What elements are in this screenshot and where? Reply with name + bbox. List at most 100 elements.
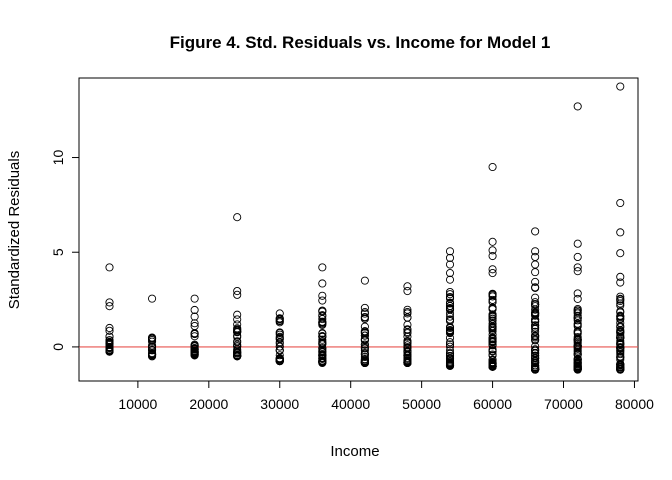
data-point	[403, 305, 412, 314]
data-point	[233, 326, 242, 335]
data-point	[360, 335, 369, 344]
data-point	[488, 162, 497, 172]
data-point	[360, 350, 369, 359]
data-point	[573, 102, 582, 111]
data-point	[616, 299, 625, 308]
data-point	[531, 227, 540, 236]
data-point	[573, 365, 582, 374]
data-point	[403, 282, 412, 291]
data-point	[403, 339, 412, 348]
data-point	[488, 346, 497, 355]
data-point	[275, 346, 284, 355]
data-point	[445, 287, 455, 297]
data-point	[573, 339, 582, 348]
data-point	[190, 322, 199, 331]
data-point	[531, 277, 540, 286]
data-point	[573, 294, 582, 303]
data-point	[360, 309, 369, 318]
data-point	[531, 321, 540, 330]
data-point	[573, 322, 582, 331]
data-point	[616, 228, 625, 237]
data-point	[531, 283, 540, 292]
data-point	[531, 336, 540, 345]
data-point	[531, 309, 540, 318]
x-tick-label: 70000	[544, 396, 583, 412]
data-point	[531, 268, 540, 277]
data-point	[616, 314, 625, 323]
data-point	[616, 82, 625, 91]
data-point	[616, 272, 625, 281]
data-point	[616, 323, 625, 332]
data-point	[488, 303, 497, 312]
data-point	[318, 319, 327, 328]
data-point	[616, 327, 625, 336]
data-point	[105, 343, 114, 352]
data-point	[275, 351, 284, 360]
data-point	[360, 314, 369, 323]
data-point	[275, 356, 284, 365]
data-point	[148, 333, 157, 342]
data-point	[531, 346, 540, 355]
data-point	[190, 332, 199, 341]
y-tick-label: 5	[50, 248, 66, 256]
data-point	[318, 349, 327, 359]
data-point	[148, 294, 157, 303]
x-tick-label: 40000	[331, 396, 370, 412]
data-point	[403, 320, 412, 329]
data-point	[445, 327, 455, 336]
data-point	[445, 298, 455, 307]
data-point	[190, 341, 199, 350]
data-point	[445, 315, 455, 324]
data-point	[616, 336, 625, 345]
data-point	[190, 312, 199, 321]
data-point	[488, 340, 497, 349]
data-point	[445, 269, 455, 278]
data-point	[148, 346, 157, 355]
data-point	[233, 290, 242, 299]
y-tick-label: 10	[50, 150, 66, 166]
data-point	[360, 340, 369, 349]
data-point	[445, 361, 455, 370]
data-point	[531, 359, 540, 368]
data-point	[616, 348, 625, 357]
x-axis-label: Income	[330, 443, 379, 460]
data-point	[148, 335, 157, 345]
data-point	[573, 267, 582, 276]
data-point	[573, 289, 582, 298]
data-point	[445, 338, 455, 347]
data-point	[488, 333, 497, 342]
data-point	[573, 316, 582, 325]
data-point	[616, 362, 625, 372]
data-point	[403, 329, 412, 338]
data-point	[190, 350, 199, 359]
x-tick-label: 20000	[189, 396, 228, 412]
data-point	[445, 290, 455, 299]
data-point	[360, 331, 369, 340]
data-point	[573, 239, 582, 248]
data-point	[488, 292, 497, 301]
data-point	[531, 327, 540, 336]
x-tick-label: 10000	[118, 396, 157, 412]
data-point	[616, 344, 625, 353]
data-point	[403, 332, 412, 341]
data-point	[573, 304, 582, 314]
data-point	[148, 351, 157, 360]
data-point	[616, 301, 625, 310]
data-point	[403, 343, 412, 352]
data-point	[488, 251, 497, 261]
data-point	[445, 346, 455, 355]
data-point	[360, 344, 369, 353]
data-point	[445, 260, 455, 269]
data-point	[445, 349, 455, 358]
x-tick-label: 60000	[473, 396, 512, 412]
plot-frame	[78, 77, 639, 382]
data-point	[275, 309, 284, 318]
data-point	[488, 265, 497, 274]
data-point	[531, 311, 540, 320]
data-point	[616, 278, 625, 287]
data-point	[190, 330, 199, 339]
data-point	[403, 353, 412, 362]
data-point	[488, 314, 497, 323]
data-point	[233, 342, 242, 351]
data-point	[488, 269, 497, 278]
